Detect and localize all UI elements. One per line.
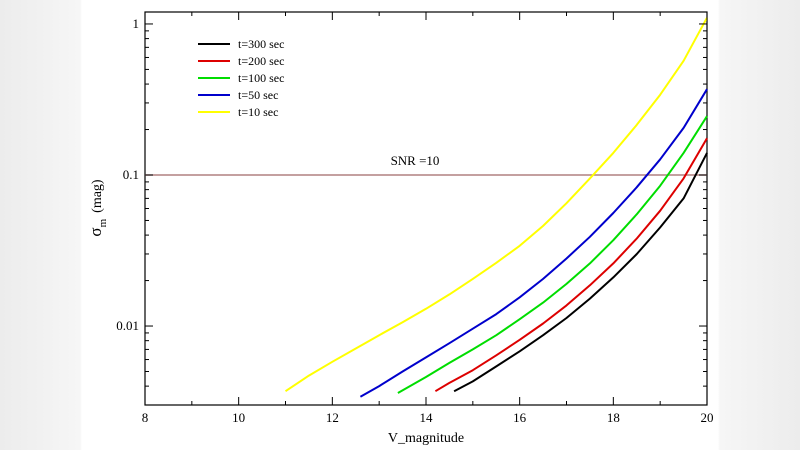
series-layer	[284, 17, 708, 398]
series-line-t-50-sec	[359, 88, 708, 398]
legend-label: t=300 sec	[238, 37, 284, 51]
series-line-t-100-sec	[397, 115, 708, 394]
x-axis-title: V_magnitude	[388, 431, 464, 446]
y-axis-symbol: σ	[86, 227, 105, 236]
x-tick-label: 20	[701, 410, 714, 425]
legend-label: t=10 sec	[238, 105, 278, 119]
y-tick-label: 1	[133, 16, 140, 31]
y-tick-label: 0.01	[116, 318, 139, 333]
series-line-t-200-sec	[434, 137, 708, 393]
legend-label: t=200 sec	[238, 54, 284, 68]
series-line-t-300-sec	[453, 152, 708, 393]
x-tick-label: 12	[326, 410, 339, 425]
x-tick-label: 8	[142, 410, 149, 425]
y-axis-title: σm (mag)	[86, 179, 109, 237]
y-axis-unit: (mag)	[90, 179, 105, 213]
legend-label: t=50 sec	[238, 88, 278, 102]
series-line-t-10-sec	[284, 17, 708, 393]
snr-annotation: SNR =10	[391, 153, 440, 168]
x-tick-label: 16	[513, 410, 527, 425]
y-tick-label: 0.1	[123, 167, 139, 182]
x-tick-label: 14	[420, 410, 434, 425]
y-axis-subscript: m	[97, 218, 109, 227]
y-ticks: 0.01 0.1 1	[116, 16, 707, 406]
x-ticks: 8 10 12 14 16 18 20	[142, 12, 714, 425]
legend: t=300 sec t=200 sec t=100 sec t=50 sec t=10 …	[193, 34, 305, 123]
legend-label: t=100 sec	[238, 71, 284, 85]
x-tick-label: 10	[232, 410, 245, 425]
x-tick-label: 18	[607, 410, 620, 425]
